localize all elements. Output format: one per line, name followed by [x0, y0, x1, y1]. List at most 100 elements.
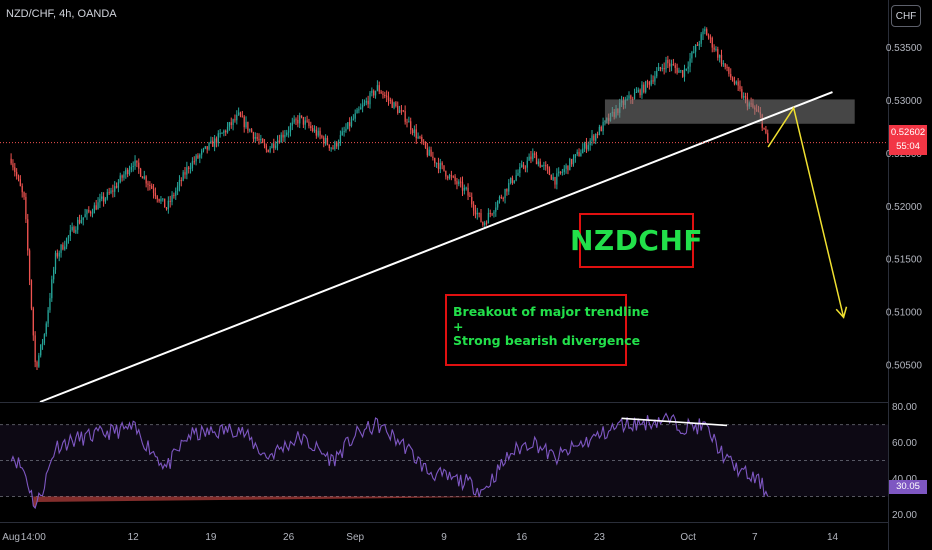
candle-body-269 — [508, 183, 510, 192]
candle-body-152 — [291, 122, 293, 126]
candle-body-53 — [108, 192, 110, 194]
candle-body-118 — [228, 122, 231, 127]
trendline — [39, 91, 833, 403]
candle-body-309 — [582, 148, 584, 154]
candle-body-306 — [576, 151, 578, 155]
candle-body-102 — [199, 154, 201, 158]
time-tick-label: 9 — [441, 532, 447, 543]
candle-body-334 — [628, 95, 630, 99]
candle-body-28 — [62, 244, 64, 250]
candle-body-145 — [278, 140, 280, 143]
candle-body-304 — [572, 157, 575, 165]
candle-body-84 — [165, 207, 168, 210]
candle-body-265 — [500, 196, 502, 198]
candle-body-215 — [408, 121, 410, 123]
candle-body-311 — [585, 143, 588, 150]
candle-body-343 — [645, 81, 647, 93]
symbol-label: NZD/CHF, 4h, OANDA — [6, 8, 117, 20]
candle-body-212 — [402, 110, 404, 112]
candle-body-68 — [136, 160, 138, 163]
candle-body-202 — [384, 94, 386, 96]
candle-body-302 — [569, 159, 571, 171]
candle-body-192 — [365, 100, 367, 103]
candle-body-114 — [221, 132, 223, 134]
candle-body-288 — [543, 165, 545, 167]
candle-body-32 — [69, 230, 71, 236]
candle-body-64 — [128, 169, 131, 175]
candle-body-284 — [535, 154, 538, 165]
candle-body-375 — [704, 29, 706, 32]
candle-body-388 — [728, 66, 730, 74]
candle-body-285 — [537, 161, 539, 165]
candle-body-122 — [236, 114, 238, 121]
candle-body-246 — [465, 187, 467, 189]
candle-body-98 — [191, 161, 194, 169]
chart-overlays — [0, 91, 888, 427]
candle-body-293 — [552, 177, 554, 180]
candle-body-43 — [90, 211, 92, 214]
note-line-2: Strong bearish divergence — [453, 333, 641, 348]
candle-body-19 — [45, 323, 47, 335]
candle-body-232 — [439, 162, 441, 170]
candle-body-31 — [67, 235, 70, 239]
candle-body-395 — [741, 89, 743, 98]
candle-body-382 — [717, 49, 719, 58]
candle-body-132 — [254, 136, 256, 139]
candle-body-380 — [713, 47, 715, 50]
candle-body-319 — [600, 126, 602, 132]
projection-arrowhead — [835, 306, 848, 319]
candle-body-221 — [419, 136, 421, 138]
candle-body-65 — [130, 166, 132, 170]
time-tick-label: 14:00 — [21, 532, 46, 543]
rsi-value-tag: 30.05 — [889, 480, 927, 494]
candle-body-26 — [58, 252, 60, 257]
candle-body-158 — [302, 116, 305, 125]
candle-body-242 — [458, 181, 460, 185]
candle-body-9 — [27, 219, 29, 251]
candle-body-213 — [404, 111, 406, 122]
candle-body-383 — [719, 55, 721, 58]
candle-body-280 — [528, 156, 530, 161]
candle-body-310 — [583, 143, 586, 149]
candle-body-263 — [497, 201, 499, 208]
candle-body-194 — [369, 92, 371, 105]
candle-body-339 — [637, 89, 639, 92]
candle-body-387 — [726, 66, 728, 68]
candle-body-17 — [41, 342, 44, 345]
currency-button[interactable]: CHF — [891, 5, 921, 27]
candle-body-101 — [197, 155, 199, 158]
candle-body-396 — [743, 96, 745, 98]
candle-body-120 — [232, 119, 234, 126]
candle-body-106 — [206, 146, 208, 150]
time-tick-label: 23 — [594, 532, 606, 543]
candle-body-240 — [454, 176, 456, 182]
candle-body-166 — [317, 130, 319, 136]
candle-body-289 — [545, 165, 547, 167]
candle-body-13 — [34, 335, 36, 363]
candle-body-85 — [167, 200, 169, 210]
note-plus: + — [453, 319, 464, 334]
candle-body-130 — [250, 129, 253, 133]
candle-body-36 — [77, 219, 79, 230]
candle-body-149 — [286, 132, 288, 135]
candle-body-48 — [99, 198, 101, 203]
candle-body-256 — [484, 222, 486, 226]
candle-body-112 — [217, 133, 219, 144]
candle-body-198 — [376, 85, 379, 91]
candle-body-24 — [54, 252, 57, 270]
candle-body-296 — [558, 171, 560, 174]
candle-body-369 — [693, 51, 695, 53]
candle-body-8 — [25, 196, 27, 220]
candle-body-282 — [532, 153, 534, 160]
candle-body-361 — [678, 70, 680, 73]
candle-body-183 — [349, 122, 351, 127]
title-annotation: NZDCHF — [570, 213, 703, 268]
candle-body-121 — [234, 119, 236, 121]
candle-body-150 — [287, 131, 290, 133]
candle-body-90 — [176, 185, 179, 191]
candle-body-197 — [374, 90, 377, 96]
candle-body-86 — [169, 200, 171, 202]
candle-body-188 — [358, 109, 360, 111]
candle-body-91 — [178, 180, 181, 186]
candle-body-368 — [691, 52, 693, 59]
